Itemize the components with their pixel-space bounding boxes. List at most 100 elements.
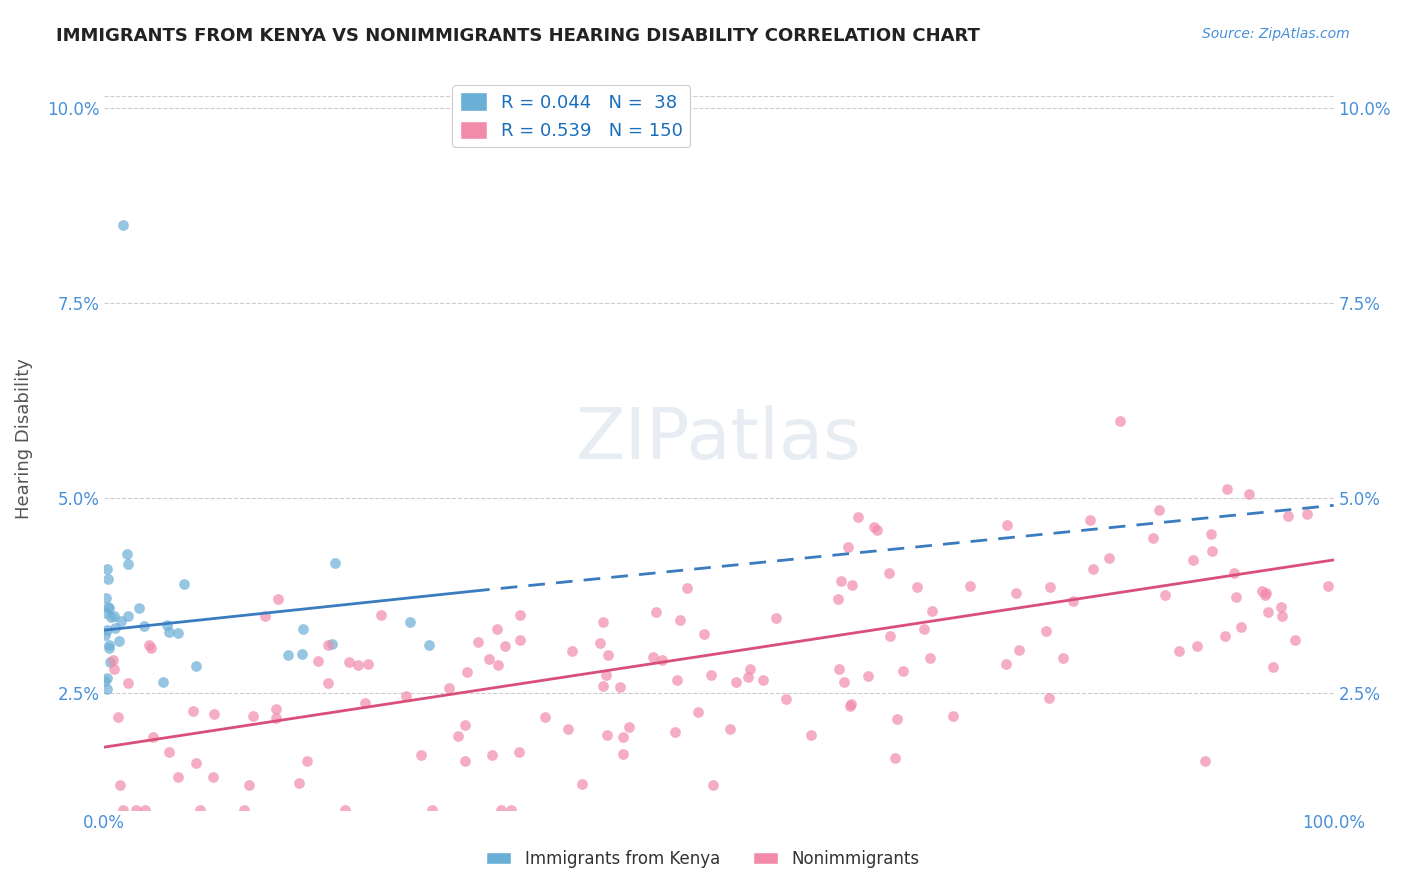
Point: [333, 803, 356, 817]
Point: [1216, 482, 1239, 496]
Point: [644, 605, 666, 619]
Point: [94, 606, 117, 620]
Point: [609, 680, 631, 694]
Point: [879, 629, 901, 643]
Point: [238, 778, 260, 792]
Point: [740, 662, 762, 676]
Point: [1168, 644, 1191, 658]
Point: [686, 705, 709, 719]
Point: [718, 722, 741, 736]
Point: [612, 747, 634, 761]
Point: [1078, 513, 1101, 527]
Legend: Immigrants from Kenya, Nonimmigrants: Immigrants from Kenya, Nonimmigrants: [479, 844, 927, 875]
Point: [395, 689, 418, 703]
Point: [1182, 553, 1205, 567]
Point: [110, 614, 132, 628]
Point: [134, 803, 156, 817]
Point: [295, 754, 318, 768]
Point: [1035, 624, 1057, 639]
Point: [489, 803, 512, 817]
Point: [93, 673, 115, 688]
Point: [1251, 584, 1274, 599]
Text: IMMIGRANTS FROM KENYA VS NONIMMIGRANTS HEARING DISABILITY CORRELATION CHART: IMMIGRANTS FROM KENYA VS NONIMMIGRANTS H…: [56, 27, 980, 45]
Point: [104, 622, 127, 636]
Point: [98, 655, 121, 669]
Point: [264, 702, 287, 716]
Point: [1295, 507, 1317, 521]
Point: [125, 803, 148, 817]
Point: [1277, 509, 1299, 524]
Point: [752, 673, 775, 688]
Point: [173, 577, 195, 591]
Point: [921, 604, 943, 618]
Point: [325, 556, 347, 570]
Point: [877, 566, 900, 581]
Point: [138, 638, 160, 652]
Point: [1083, 562, 1105, 576]
Point: [107, 633, 129, 648]
Point: [439, 681, 461, 696]
Point: [995, 657, 1018, 671]
Point: [775, 692, 797, 706]
Point: [596, 728, 619, 742]
Point: [837, 541, 859, 555]
Point: [1213, 629, 1236, 643]
Point: [233, 803, 256, 817]
Point: [866, 523, 889, 537]
Point: [828, 662, 851, 676]
Point: [841, 697, 863, 711]
Point: [96, 671, 118, 685]
Point: [595, 668, 617, 682]
Point: [101, 653, 124, 667]
Point: [253, 609, 276, 624]
Point: [1142, 531, 1164, 545]
Point: [97, 638, 120, 652]
Point: [370, 608, 392, 623]
Point: [863, 520, 886, 534]
Y-axis label: Hearing Disability: Hearing Disability: [15, 359, 32, 519]
Point: [128, 600, 150, 615]
Point: [918, 650, 941, 665]
Point: [841, 578, 863, 592]
Point: [98, 600, 121, 615]
Text: ZIPatlas: ZIPatlas: [576, 405, 862, 474]
Point: [1108, 414, 1130, 428]
Point: [702, 778, 724, 792]
Point: [264, 711, 287, 725]
Point: [1230, 620, 1253, 634]
Point: [141, 641, 163, 656]
Point: [321, 637, 343, 651]
Point: [1147, 503, 1170, 517]
Point: [1185, 640, 1208, 654]
Point: [693, 627, 716, 641]
Point: [612, 731, 634, 745]
Point: [202, 771, 225, 785]
Point: [800, 728, 823, 742]
Point: [478, 652, 501, 666]
Point: [765, 610, 787, 624]
Point: [456, 665, 478, 680]
Point: [115, 547, 138, 561]
Point: [1237, 486, 1260, 500]
Point: [1270, 608, 1292, 623]
Point: [675, 581, 697, 595]
Point: [108, 778, 131, 792]
Point: [1270, 599, 1292, 614]
Point: [1052, 651, 1074, 665]
Point: [1254, 588, 1277, 602]
Point: [97, 572, 120, 586]
Point: [561, 644, 583, 658]
Point: [1007, 643, 1029, 657]
Point: [905, 580, 928, 594]
Point: [942, 709, 965, 723]
Point: [1201, 527, 1223, 541]
Point: [1098, 551, 1121, 566]
Point: [494, 640, 516, 654]
Point: [202, 707, 225, 722]
Point: [157, 624, 180, 639]
Point: [617, 720, 640, 734]
Point: [509, 608, 531, 623]
Point: [167, 626, 190, 640]
Point: [107, 710, 129, 724]
Point: [1261, 660, 1284, 674]
